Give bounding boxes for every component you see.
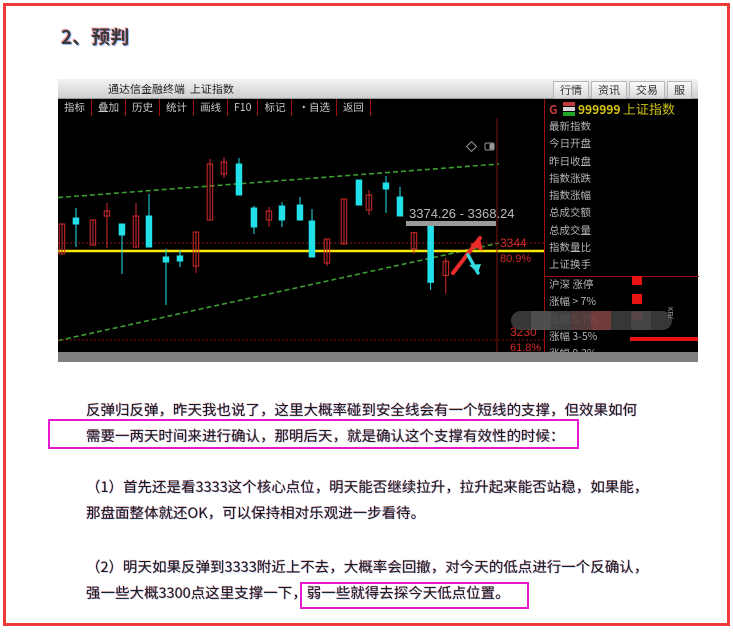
svg-text:61.8%: 61.8% — [510, 342, 541, 352]
svg-text:80.9%: 80.9% — [500, 253, 531, 265]
svg-text:3344: 3344 — [500, 236, 527, 250]
svg-text:3374.26 - 3368.24: 3374.26 - 3368.24 — [409, 206, 515, 221]
